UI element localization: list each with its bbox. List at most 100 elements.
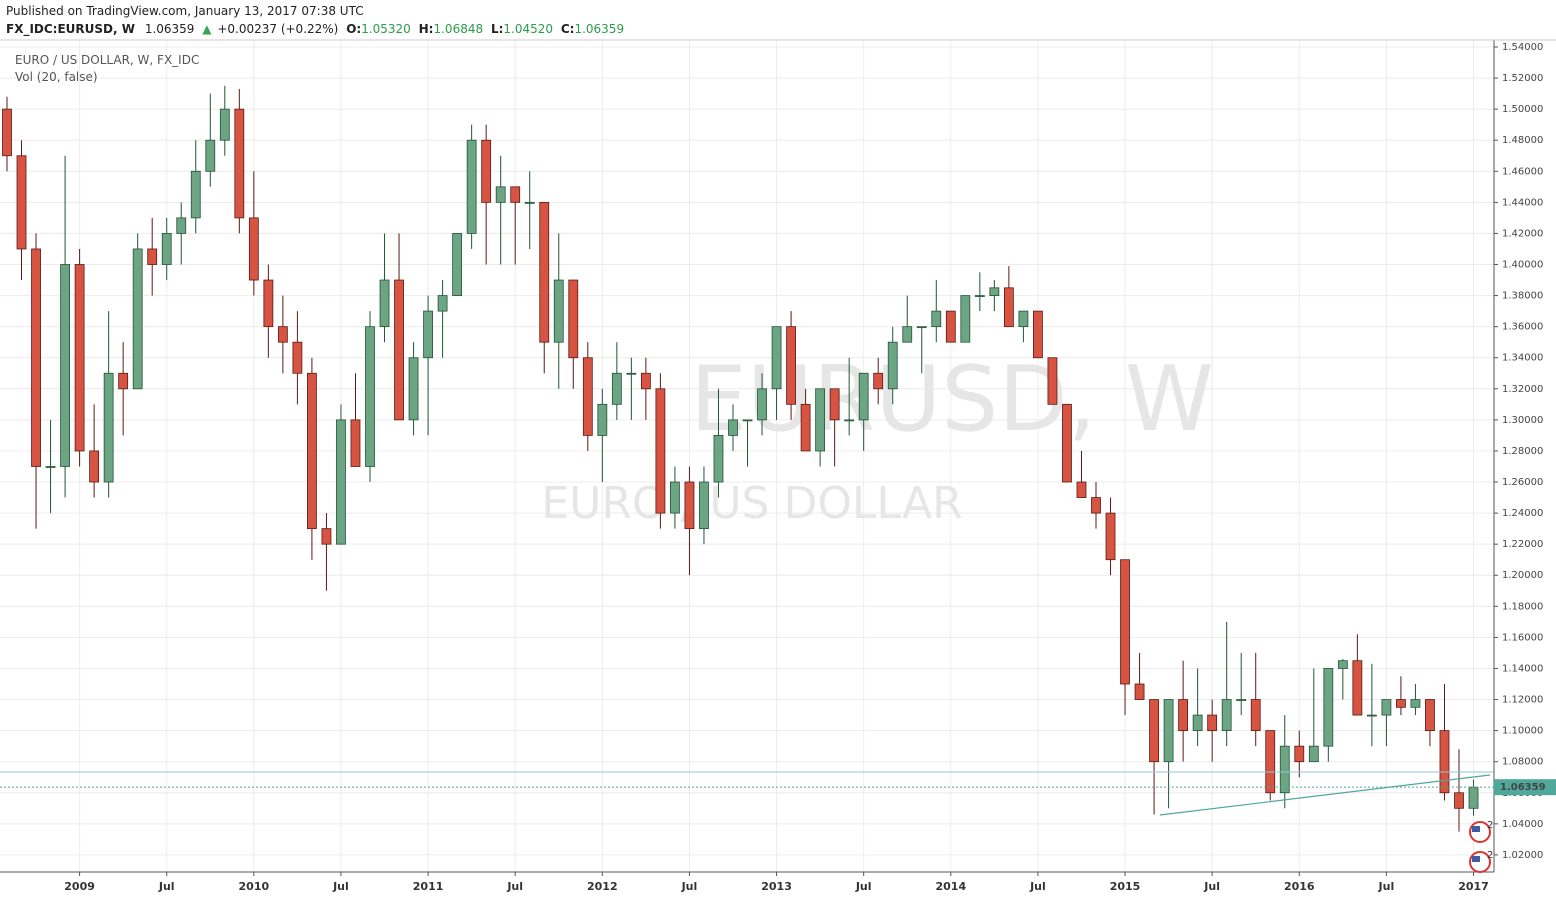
x-tick-label: 2011 xyxy=(413,880,444,893)
candle-body xyxy=(16,155,27,250)
y-tick-label: 1.38000 xyxy=(1502,291,1543,302)
candle-body xyxy=(336,419,346,545)
candle-body xyxy=(1425,699,1435,732)
candle-body xyxy=(277,326,288,343)
candle-body xyxy=(1396,699,1406,708)
candle-body xyxy=(31,248,41,467)
x-tick-label: 2015 xyxy=(1110,880,1141,893)
x-tick-label: 2014 xyxy=(935,880,966,893)
candle-body xyxy=(190,170,201,219)
y-tick-label: 1.30000 xyxy=(1502,415,1543,426)
candle-body xyxy=(699,481,709,530)
y-tick-label: 1.14000 xyxy=(1502,663,1543,674)
trend-line xyxy=(1159,774,1491,816)
candle-body xyxy=(495,186,506,203)
candle-body xyxy=(147,248,158,265)
candle-body xyxy=(655,388,666,514)
candle-body xyxy=(1178,699,1189,732)
x-tick-label: Jul xyxy=(1029,880,1046,893)
y-tick-label: 1.44000 xyxy=(1502,197,1543,208)
candle-body xyxy=(1134,683,1145,700)
candle-body xyxy=(582,357,593,436)
candle-body xyxy=(1003,287,1014,328)
events: 22 xyxy=(1469,820,1493,873)
watermark-sub: EURO / US DOLLAR xyxy=(541,478,962,529)
y-tick-label: 1.12000 xyxy=(1502,695,1543,706)
candle-body xyxy=(524,201,535,204)
candle-body xyxy=(771,326,782,390)
candle-body xyxy=(1076,481,1087,498)
y-tick-label: 1.10000 xyxy=(1502,726,1543,737)
candle-body xyxy=(800,403,811,452)
y-tick-label: 1.50000 xyxy=(1502,104,1543,115)
y-tick-label: 1.26000 xyxy=(1502,477,1543,488)
candle-body xyxy=(829,388,840,421)
x-tick-label: 2012 xyxy=(587,880,618,893)
x-tick-label: 2010 xyxy=(239,880,270,893)
candle-body xyxy=(553,279,564,343)
arrow: ▲ xyxy=(202,22,212,36)
y-tick-label: 1.52000 xyxy=(1502,73,1543,84)
candle-body xyxy=(466,139,477,234)
candle-body xyxy=(757,388,767,421)
ohlc-header: FX_IDC:EURUSD, W 1.06359 ▲ +0.00237 (+0.… xyxy=(6,22,624,37)
candle-body xyxy=(742,419,753,422)
candle-body xyxy=(1062,403,1072,483)
candle-body xyxy=(786,326,796,405)
y-tick-label: 1.04000 xyxy=(1502,819,1543,830)
candle-body xyxy=(1221,699,1232,732)
candle-body xyxy=(74,264,85,452)
candle-body xyxy=(234,108,245,219)
y-tick-label: 1.46000 xyxy=(1502,166,1543,177)
x-tick-label: Jul xyxy=(506,880,523,893)
y-tick-label: 1.22000 xyxy=(1502,539,1543,550)
candle-body xyxy=(1337,660,1348,669)
x-tick-label: Jul xyxy=(1378,880,1395,893)
candle-body xyxy=(1308,745,1319,763)
h-label: H: xyxy=(419,22,434,36)
y-tick-label: 1.42000 xyxy=(1502,228,1543,239)
candle-body xyxy=(1192,714,1203,732)
candle-body xyxy=(1105,512,1116,561)
event-count: 2 xyxy=(1487,850,1493,861)
candle-body xyxy=(89,450,100,483)
c-value: 1.06359 xyxy=(574,22,624,36)
l-label: L: xyxy=(491,22,503,36)
candle-body xyxy=(568,279,579,359)
candle-body xyxy=(1149,699,1159,763)
candle-body xyxy=(626,372,637,375)
x-tick-label: 2013 xyxy=(761,880,792,893)
x-tick-label: 2009 xyxy=(64,880,95,893)
candle-body xyxy=(1352,660,1363,716)
candle-body xyxy=(713,435,724,483)
watermark: EURUSD, W xyxy=(690,347,1214,452)
candle-body xyxy=(1323,668,1334,747)
candle-body xyxy=(161,233,172,265)
event-flag-canton xyxy=(1472,826,1480,832)
y-tick-label: 1.28000 xyxy=(1502,446,1543,457)
candle-body xyxy=(481,139,492,203)
candle-body xyxy=(670,481,680,514)
x-tick-label: Jul xyxy=(158,880,175,893)
x-tick-label: Jul xyxy=(855,880,872,893)
candle-body xyxy=(423,310,433,359)
candle-body xyxy=(684,481,695,530)
event-flag-canton xyxy=(1472,856,1480,862)
event-count: 2 xyxy=(1487,820,1493,831)
candle-body xyxy=(1439,730,1450,794)
h-value: 1.06848 xyxy=(433,22,483,36)
x-tick-label: Jul xyxy=(332,880,349,893)
candle-body xyxy=(365,326,375,467)
candle-body xyxy=(350,419,361,467)
candle-body xyxy=(452,233,463,296)
candle-body xyxy=(1236,699,1247,701)
candle-body xyxy=(321,528,332,545)
candle-body xyxy=(103,372,114,483)
candle-body xyxy=(379,279,390,328)
y-tick-label: 1.54000 xyxy=(1502,42,1543,53)
candle-body xyxy=(931,310,942,328)
indicator: Vol (20, false) xyxy=(15,70,98,84)
candle-body xyxy=(611,372,622,405)
candle-body xyxy=(205,139,216,172)
